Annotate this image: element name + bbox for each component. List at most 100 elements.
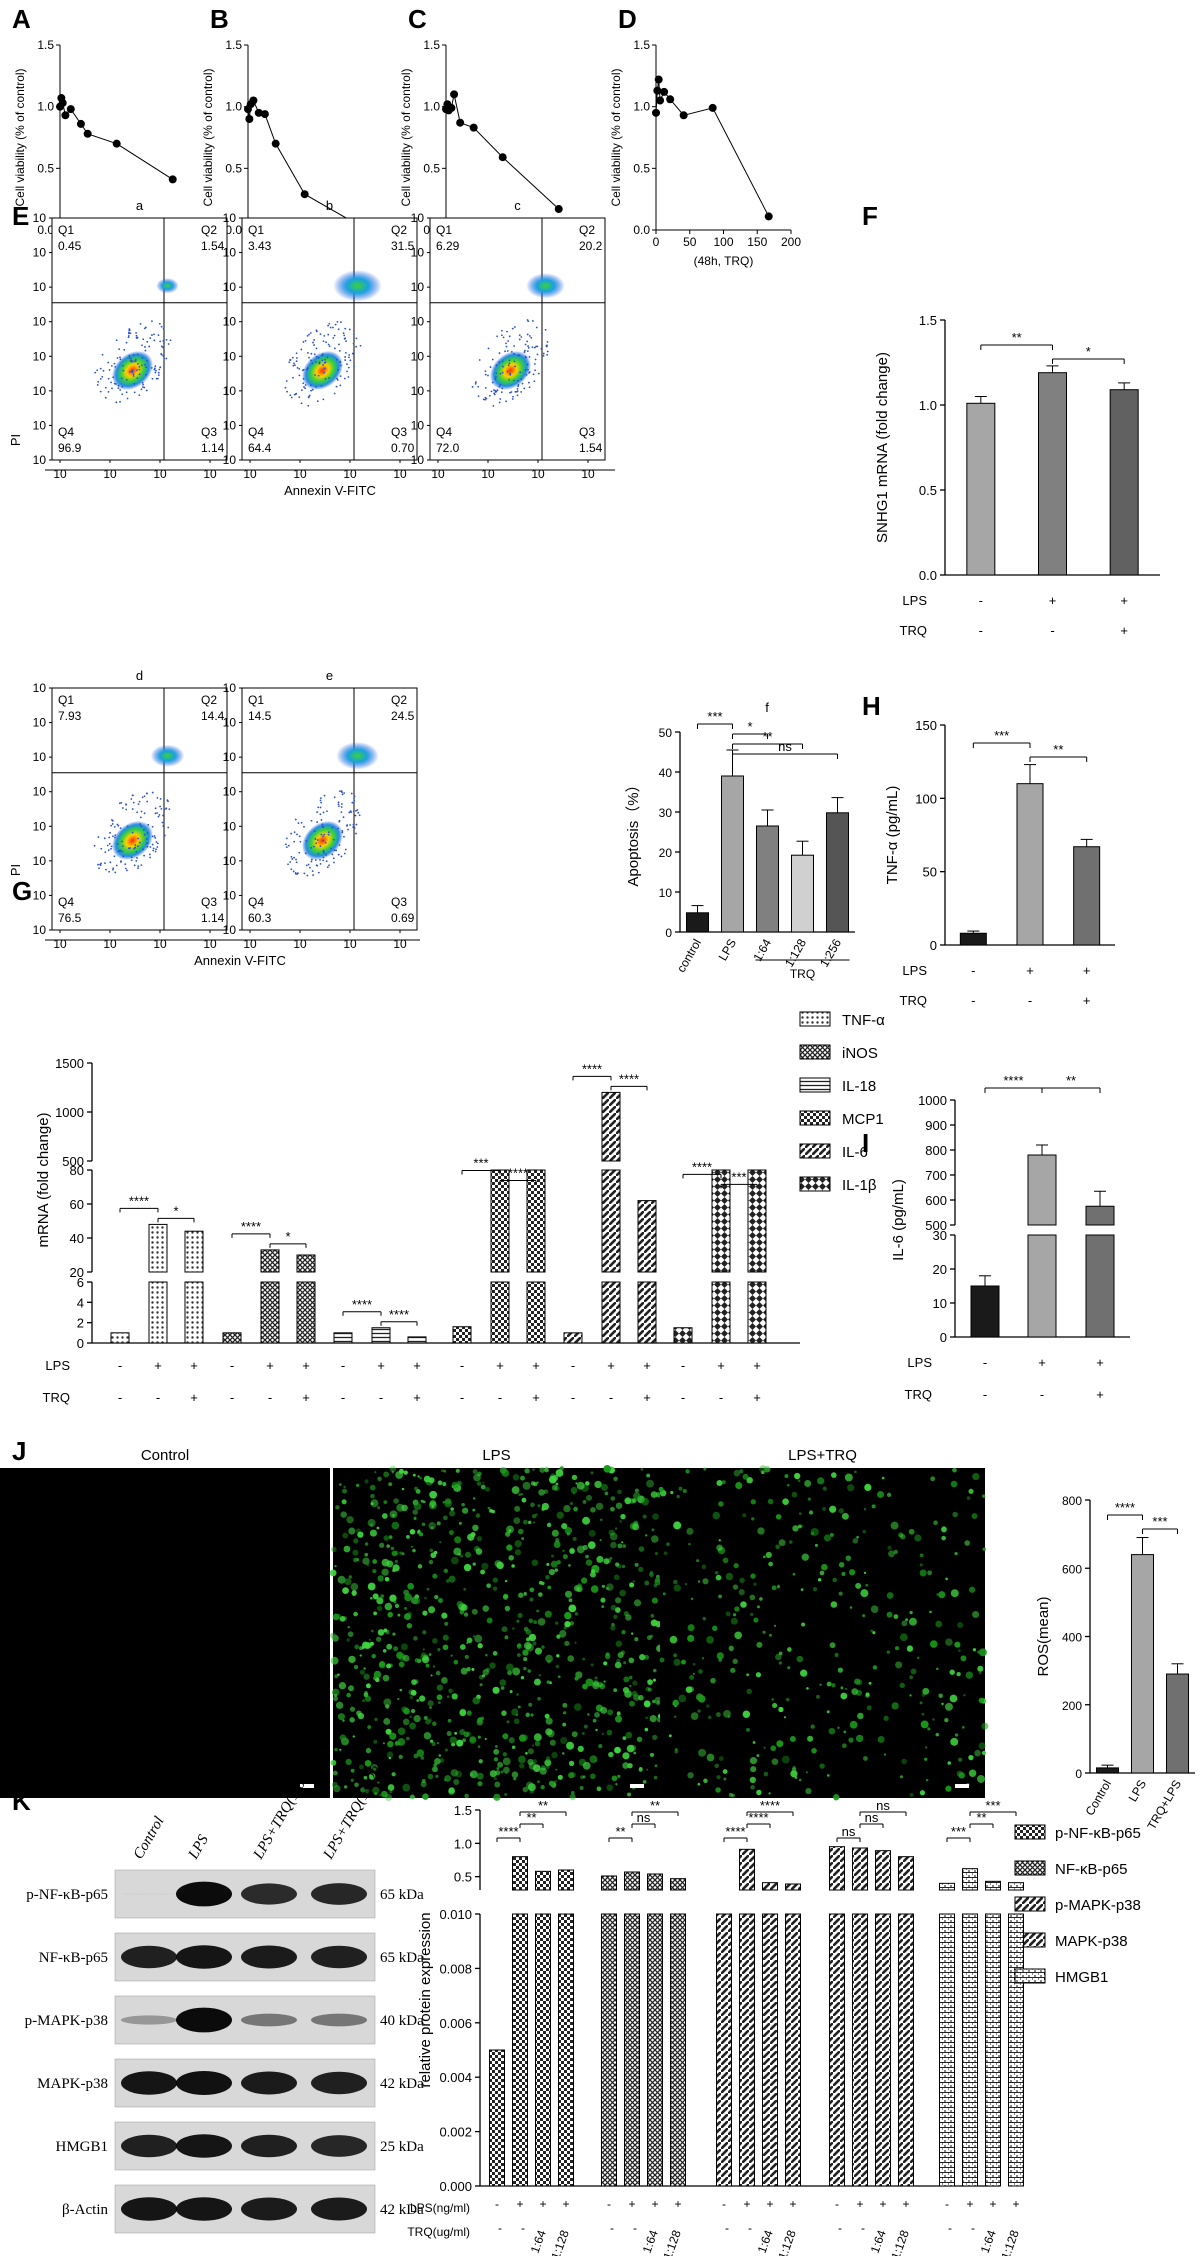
fluorescent-cell [454,1536,462,1544]
event-dot [142,828,145,831]
y-tick-label: 1.5 [454,1803,472,1818]
fluorescent-cell [540,1784,545,1790]
fluorescent-cell [466,1637,473,1644]
fluorescent-cell [349,1706,356,1712]
quadrant-name: Q4 [248,895,264,909]
fluorescent-cell [537,1780,540,1783]
fluorescent-cell [409,1695,413,1700]
fluorescent-cell [735,1482,743,1490]
fluorescent-cell [406,1623,413,1629]
fluorescent-cell [348,1655,356,1664]
fluorescent-cell [658,1486,664,1492]
fluorescent-cell [339,1616,346,1622]
legend-swatch [799,1110,831,1126]
fluorescent-cell [384,1602,393,1611]
lps-sign: + [856,2197,863,2211]
fluorescent-cell [350,1582,359,1591]
legend-label: MCP1 [842,1111,884,1128]
fluorescent-cell [460,1667,468,1675]
event-dot [156,842,159,845]
fluorescent-cell [389,1790,393,1794]
bar [184,1230,204,1273]
fluorescent-cell [500,1770,504,1774]
trq-dose: 1:128 [548,2228,572,2256]
event-dot [294,818,297,821]
fluorescent-cell [740,1601,747,1608]
sig-label: ns [842,1824,856,1839]
y-tick-label: 0.5 [225,161,242,175]
fluorescent-cell [812,1587,818,1592]
event-dot [337,827,339,830]
event-dot [136,369,138,372]
fluorescent-cell [335,1505,340,1510]
fluorescent-cell [690,1597,694,1601]
y-decade-label: 10 [223,923,237,937]
event-dot [322,850,325,853]
fluorescent-cell [782,1498,789,1505]
event-dot [300,348,303,351]
event-dot [285,846,288,849]
event-dot [322,859,325,862]
bar-lower [898,1913,914,2187]
event-dot [313,845,315,848]
fluorescent-cell [647,1687,652,1692]
event-dot [318,362,321,365]
fluorescent-cell [521,1537,525,1541]
event-dot [526,333,529,336]
fluorescent-cell [613,1574,620,1581]
event-dot [349,810,352,813]
y-tick-label: 6 [77,1275,84,1290]
event-dot [112,867,115,870]
fluorescent-cell [357,1531,364,1538]
bar-upper [852,1847,868,1891]
fluorescent-cell [562,1702,568,1708]
x-tick-label: 150 [747,235,767,249]
fluorescent-cell [369,1523,374,1527]
fluorescent-cell [432,1766,438,1773]
fluorescent-cell [806,1687,809,1690]
fluorescent-cell [927,1570,933,1576]
event-dot [287,844,290,847]
fluorescent-cell [768,1561,774,1567]
fluorescent-cell [981,1494,986,1498]
event-dot [487,347,490,350]
fluorescent-cell [532,1513,537,1519]
fluorescent-cell [446,1731,452,1737]
event-dot [118,348,121,351]
fluorescent-cell [422,1610,428,1616]
event-dot [352,333,355,336]
event-dot [301,369,304,372]
event-dot [327,333,330,336]
data-point [652,108,660,117]
fluorescent-cell [428,1653,432,1656]
event-dot [117,850,120,853]
fluorescent-cell [778,1651,783,1656]
event-dot [151,377,154,380]
fluorescent-cell [508,1555,514,1561]
fluorescent-cell [546,1680,550,1684]
fluorescent-cell [615,1783,618,1786]
protein-band [241,1945,297,1969]
event-dot [509,373,512,376]
y-tick-label: 1.5 [633,38,650,52]
fluorescent-cell [644,1654,650,1660]
event-dot [143,386,146,389]
y-tick-label: 0.000 [439,2179,472,2194]
event-dot [160,353,163,355]
fluorescent-cell [442,1644,449,1651]
event-dot [290,396,293,399]
fluorescent-cell [413,1597,421,1605]
fluorescent-cell [982,1547,986,1551]
sign: + [266,1358,274,1373]
fluorescent-cell [477,1717,483,1723]
fluorescent-cell [378,1793,382,1797]
event-dot [112,868,114,871]
event-dot [352,823,355,826]
event-dot [351,801,354,804]
fluorescent-cell [582,1761,591,1770]
event-dot [508,362,511,365]
fluorescent-cell [523,1519,528,1525]
fluorescent-cell [337,1713,345,1721]
event-dot [310,819,313,822]
fluorescent-cell [650,1491,658,1498]
